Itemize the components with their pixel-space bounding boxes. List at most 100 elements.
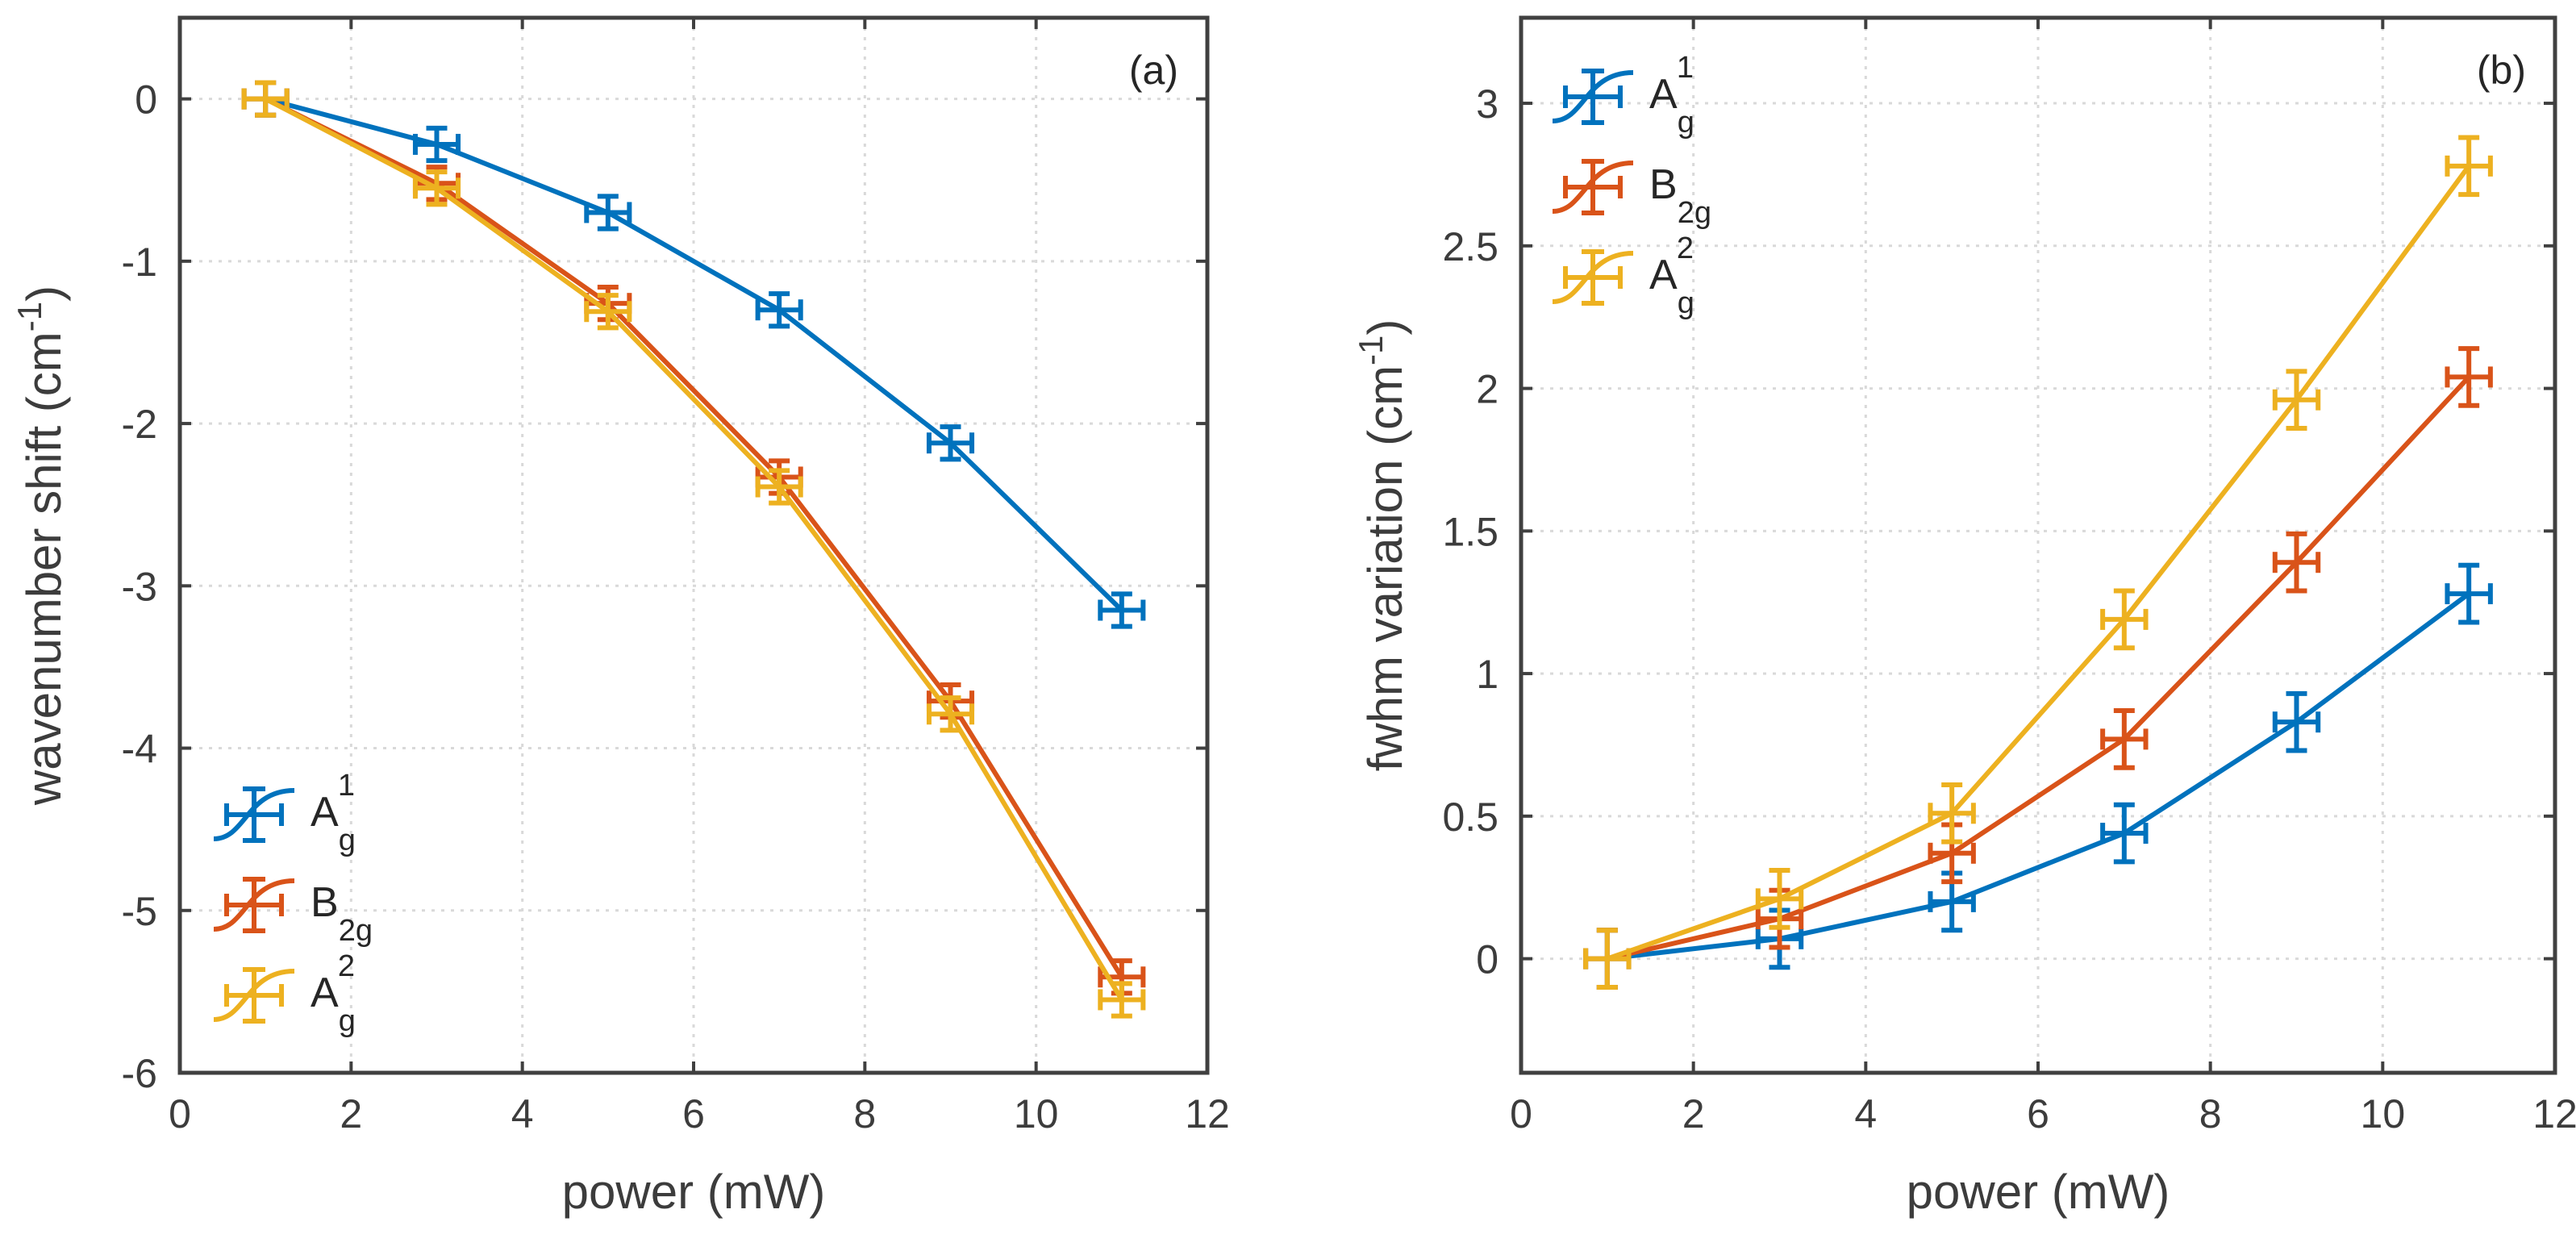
series-line [265, 96, 1123, 612]
data-point [1928, 870, 1976, 933]
data-point [926, 424, 975, 462]
x-tick-label: 2 [1682, 1091, 1705, 1136]
y-axis-label-sup: -1 [1352, 336, 1390, 365]
legend-label-sub: 2g [339, 914, 373, 948]
y-tick-label: 0 [1476, 937, 1498, 982]
y-tick-label: 0.5 [1442, 794, 1498, 840]
legend-item-2: Ag 2 [213, 949, 356, 1038]
legend-label-name: A [311, 789, 339, 836]
y-tick-label: 2 [1476, 367, 1498, 412]
panel-label: (b) [2477, 48, 2526, 93]
series-2 [241, 80, 1146, 1019]
data-point [1098, 981, 1146, 1019]
x-tick-label: 0 [1510, 1091, 1532, 1136]
legend-label-name: A [1649, 252, 1678, 298]
legend-label-name: A [1649, 71, 1678, 118]
legend-label: Ag 2 [311, 949, 356, 1038]
axes-box [1519, 15, 2557, 1075]
x-tick-label: 4 [1854, 1091, 1877, 1136]
legend-label-name: A [311, 970, 339, 1016]
legend-label: Ag 1 [311, 769, 356, 857]
data-point [2445, 135, 2493, 198]
series-line [264, 96, 1124, 978]
y-axis-label-close: ) [17, 286, 71, 302]
legend-label-sup: 1 [1677, 51, 1694, 85]
x-axis-label: power (mW) [1907, 1165, 2170, 1219]
y-tick-label: 1 [1476, 652, 1498, 697]
x-tick-label: 6 [2027, 1091, 2049, 1136]
legend-item-2: Ag 2 [1552, 231, 1694, 320]
x-tick-label: 12 [2532, 1091, 2576, 1136]
data-point [2100, 802, 2149, 865]
legend-item-0: Ag 1 [1552, 51, 1694, 140]
legend-label: B2g [1649, 161, 1711, 230]
legend-label: Ag 2 [1649, 231, 1694, 320]
data-point [1098, 591, 1146, 629]
data-point [584, 194, 632, 231]
data-point [755, 468, 803, 506]
data-point [584, 293, 632, 331]
legend-item-1: B2g [1552, 159, 1711, 230]
y-tick-label: -3 [122, 564, 157, 609]
x-tick-label: 6 [682, 1091, 705, 1136]
legend-label-sub: 2g [1678, 196, 1711, 230]
x-tick-label: 2 [340, 1091, 362, 1136]
data-point [2272, 531, 2321, 594]
data-point [2445, 346, 2493, 408]
panel-label: (a) [1129, 48, 1178, 93]
data-point [2272, 369, 2321, 432]
series-2 [1583, 135, 2493, 990]
legend-label: Ag 1 [1649, 51, 1694, 140]
data-point [755, 291, 803, 329]
y-tick-label: -4 [122, 727, 157, 772]
x-axis-label: power (mW) [562, 1165, 826, 1219]
x-tick-label: 12 [1185, 1091, 1230, 1136]
data-point [926, 695, 975, 733]
data-point [412, 125, 461, 164]
y-tick-label: 1.5 [1442, 509, 1498, 554]
legend-label-sub: g [1678, 106, 1694, 140]
x-tick-label: 8 [853, 1091, 876, 1136]
data-point [1755, 868, 1804, 930]
y-tick-label: -6 [122, 1051, 157, 1096]
legend-label-sub: g [339, 824, 356, 857]
series-line [264, 96, 1124, 1001]
series-line [1607, 591, 2470, 961]
legend-label-sup: 2 [1677, 231, 1694, 265]
x-tick-label: 8 [2199, 1091, 2222, 1136]
series-line [1606, 165, 2471, 961]
legend-label: B2g [311, 879, 373, 948]
data-point [2445, 562, 2493, 625]
data-point [1583, 928, 1632, 990]
legend-label-sup: 1 [338, 769, 355, 803]
legend-label-sup: 2 [338, 949, 355, 983]
y-axis-label: fwhm variation (cm-1) [1352, 319, 1412, 772]
y-tick-label: 0 [135, 77, 157, 123]
series-line [1607, 375, 2471, 961]
data-point [241, 80, 290, 118]
y-axis-label: wavenumber shift (cm-1) [10, 286, 71, 806]
y-axis-label-main: fwhm variation (cm [1358, 365, 1412, 771]
legend-label-sub: g [339, 1004, 356, 1038]
legend-item-1: B2g [213, 877, 373, 948]
data-point [2272, 690, 2321, 753]
y-axis-label-sup: -1 [10, 302, 48, 332]
y-axis-label-main: wavenumber shift (cm [17, 332, 71, 806]
data-point [2100, 708, 2149, 770]
legend-label-name: B [1649, 161, 1678, 208]
x-tick-label: 10 [1014, 1091, 1059, 1136]
data-point [412, 169, 461, 207]
y-axis-label-close: ) [1358, 319, 1412, 336]
data-point [2100, 588, 2149, 651]
y-tick-label: -2 [122, 402, 157, 447]
y-tick-label: 3 [1476, 81, 1498, 127]
x-tick-label: 4 [511, 1091, 534, 1136]
legend-item-0: Ag 1 [213, 769, 356, 857]
y-tick-label: -1 [122, 240, 157, 285]
data-point [1928, 782, 1976, 845]
y-tick-label: -5 [122, 889, 157, 934]
x-tick-label: 10 [2361, 1091, 2406, 1136]
